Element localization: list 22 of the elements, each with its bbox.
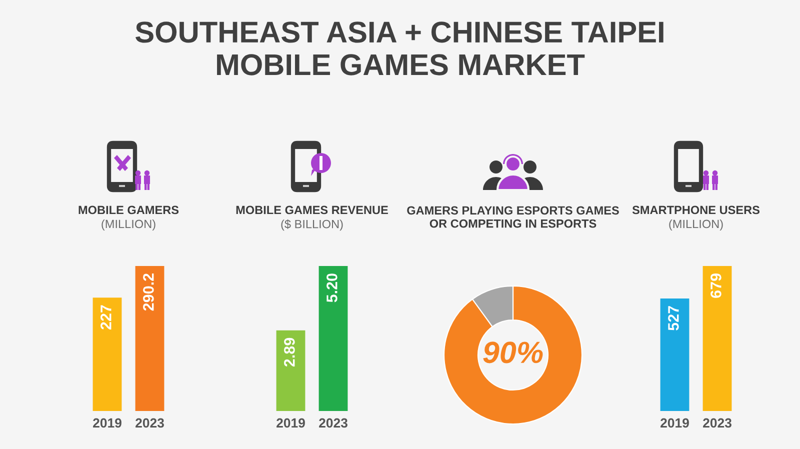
data-label: 2.89 <box>284 338 295 367</box>
chart-title: SMARTPHONE USERS <box>632 206 760 214</box>
data-label: 527 <box>668 306 679 330</box>
chart-subtitle: ($ BILLION) <box>281 219 343 231</box>
chart-title: MOBILE GAMES REVENUE <box>236 206 388 214</box>
chart-subtitle: (MILLION) <box>102 219 156 230</box>
x-tick-label: 2023 <box>703 418 732 428</box>
donut-slice <box>443 285 583 425</box>
data-label: 5.20 <box>326 274 338 302</box>
x-tick-label: 2019 <box>660 418 689 428</box>
chart-subtitle: (MILLION) <box>669 219 723 230</box>
chart-title: GAMERS PLAYING ESPORTS GAMES OR COMPETING IN ESPORTS <box>407 206 619 228</box>
data-label: 227 <box>100 305 112 330</box>
chart-title: MOBILE GAMERS <box>78 206 179 214</box>
data-label: 90% <box>483 342 543 364</box>
text: SOUTHEAST ASIA + CHINESE TAIPEI MOBILE GAMES MARKET <box>136 22 664 76</box>
x-tick-label: 2023 <box>319 418 348 428</box>
x-tick-label: 2019 <box>93 418 122 428</box>
data-label: 679 <box>710 274 722 298</box>
x-tick-label: 2023 <box>136 418 164 428</box>
x-tick-label: 2019 <box>276 418 305 428</box>
data-label: 290.2 <box>143 274 154 311</box>
